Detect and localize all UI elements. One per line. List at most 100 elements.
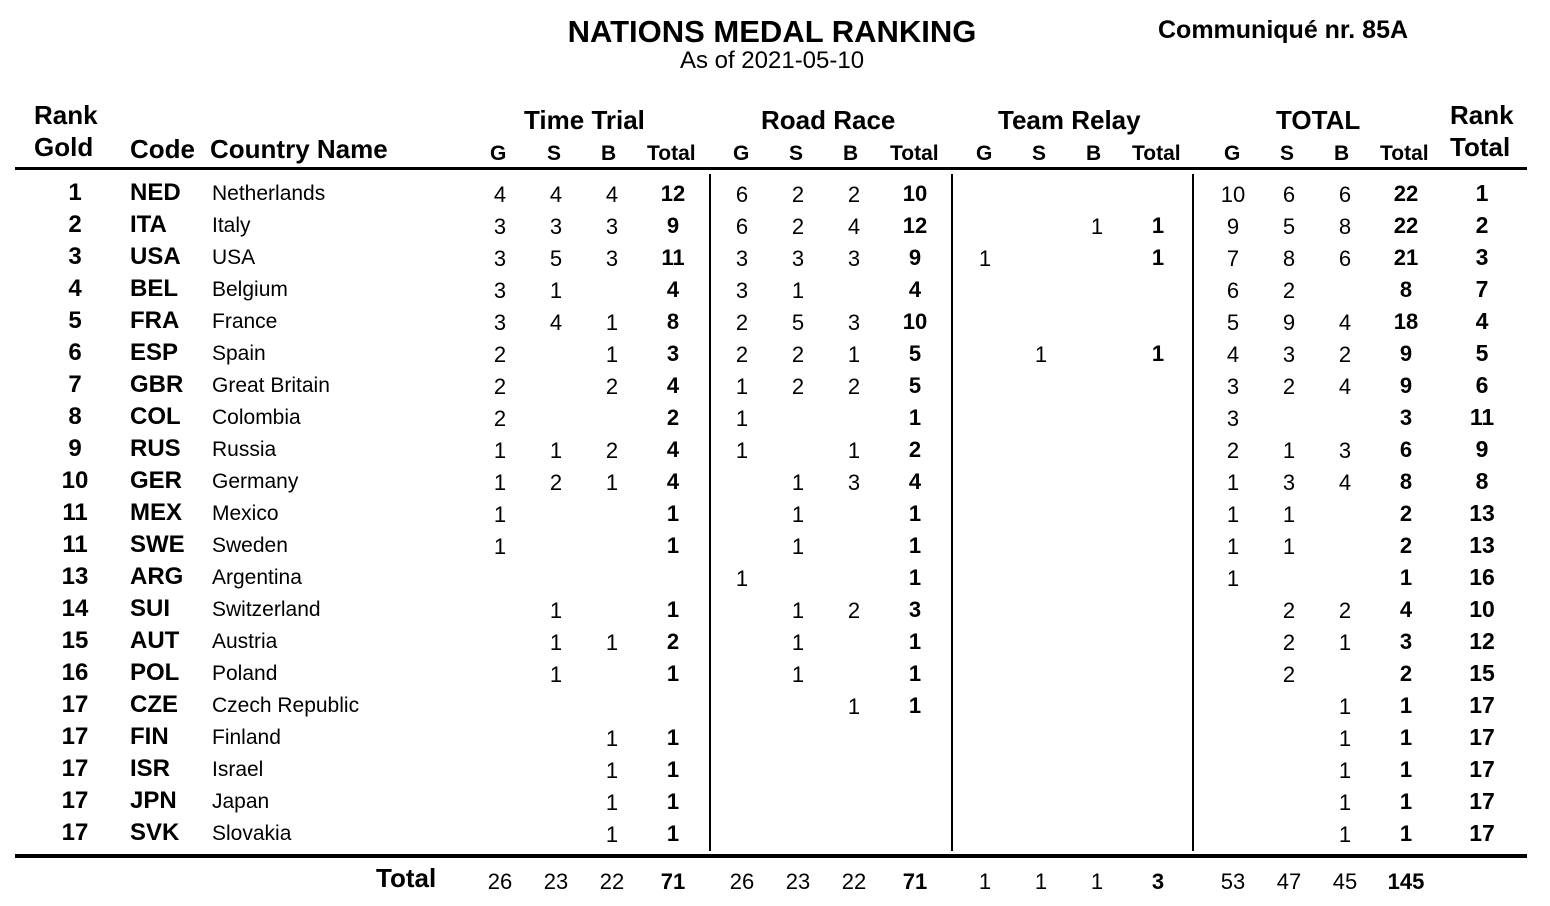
country-code-cell: FRA xyxy=(130,307,180,334)
tt-b-cell xyxy=(592,563,632,595)
rank-gold-cell: 5 xyxy=(68,307,82,334)
rr-total-cell xyxy=(890,722,940,754)
rl-g-cell: 1 xyxy=(978,246,992,271)
rr-total-cell: 5 xyxy=(908,373,922,398)
tt-g-cell: 1 xyxy=(493,502,507,527)
t-b-cell xyxy=(1325,659,1365,691)
t-total-cell: 1 xyxy=(1399,757,1413,782)
rr-total-cell: 1 xyxy=(908,629,922,654)
table-row: 13 ARG Argentina 1 1 1 1 16 xyxy=(0,561,1550,593)
rr-g-cell: 1 xyxy=(735,374,749,399)
tt-b-cell: 4 xyxy=(605,182,619,207)
t-g-cell xyxy=(1213,659,1253,691)
country-code-cell: POL xyxy=(130,659,180,686)
t-s-cell xyxy=(1269,563,1309,595)
country-name-cell: Switzerland xyxy=(212,598,321,621)
rank-total-cell: 1 xyxy=(1475,180,1489,206)
tt-total-cell: 12 xyxy=(660,181,686,206)
rl-total-cell xyxy=(1133,594,1183,626)
t-total-cell: 8 xyxy=(1399,277,1413,302)
rr-g-cell: 3 xyxy=(735,246,749,271)
country-code-cell: ARG xyxy=(130,563,184,590)
rr-s-cell: 2 xyxy=(791,182,805,207)
column-divider-3 xyxy=(1192,174,1194,851)
rr-s-cell xyxy=(778,435,818,467)
tt-total-cell: 1 xyxy=(666,821,680,846)
rank-total-cell: 17 xyxy=(1469,820,1495,846)
rank-total-cell: 8 xyxy=(1475,468,1489,494)
tt-b-cell xyxy=(592,275,632,307)
country-name-cell: Italy xyxy=(212,214,251,237)
tt-total-cell xyxy=(648,562,698,594)
tt-total-cell: 1 xyxy=(666,501,680,526)
t-g-cell: 1 xyxy=(1226,534,1240,559)
rl-total-cell xyxy=(1133,722,1183,754)
rl-b-cell: 1 xyxy=(1090,214,1104,239)
rl-b-cell xyxy=(1077,595,1117,627)
totals-tt-s: 23 xyxy=(543,869,569,894)
rl-s-cell xyxy=(1021,179,1061,211)
t-b-cell: 8 xyxy=(1338,214,1352,239)
rl-s-cell xyxy=(1021,723,1061,755)
rr-g-cell: 6 xyxy=(735,182,749,207)
t-total-cell: 1 xyxy=(1399,725,1413,750)
rank-gold-cell: 17 xyxy=(61,819,89,846)
country-code-cell: BEL xyxy=(130,275,178,302)
rl-g-cell xyxy=(965,467,1005,499)
rr-b-cell: 3 xyxy=(847,470,861,495)
rl-total-cell: 1 xyxy=(1151,341,1165,366)
tt-s-cell: 1 xyxy=(549,598,563,623)
rr-b-cell: 4 xyxy=(847,214,861,239)
t-s-cell: 9 xyxy=(1282,310,1296,335)
tt-s-cell: 1 xyxy=(549,630,563,655)
rank-total-cell: 12 xyxy=(1469,628,1495,654)
tt-s-cell xyxy=(536,531,576,563)
table-row: 16 POL Poland 1 1 1 1 2 2 15 xyxy=(0,657,1550,689)
header-rr-g: G xyxy=(733,142,750,165)
t-b-cell: 3 xyxy=(1338,438,1352,463)
t-g-cell: 7 xyxy=(1226,246,1240,271)
rl-s-cell xyxy=(1021,691,1061,723)
table-row: 14 SUI Switzerland 1 1 1 2 3 2 2 4 10 xyxy=(0,593,1550,625)
t-total-cell: 21 xyxy=(1393,245,1419,270)
rr-g-cell xyxy=(722,691,762,723)
t-g-cell xyxy=(1213,787,1253,819)
tt-s-cell xyxy=(536,499,576,531)
rank-gold-cell: 1 xyxy=(68,179,82,206)
rr-total-cell: 1 xyxy=(908,501,922,526)
t-b-cell xyxy=(1325,403,1365,435)
tt-b-cell: 1 xyxy=(605,822,619,847)
t-total-cell: 6 xyxy=(1399,437,1413,462)
country-code-cell: GBR xyxy=(130,371,184,398)
totals-rl-b: 1 xyxy=(1090,869,1104,894)
rl-total-cell xyxy=(1133,658,1183,690)
country-name-cell: Argentina xyxy=(212,566,302,589)
rl-total-cell xyxy=(1133,626,1183,658)
tt-b-cell: 1 xyxy=(605,726,619,751)
rank-total-cell: 6 xyxy=(1475,372,1489,398)
t-total-cell: 22 xyxy=(1393,213,1419,238)
tt-g-cell: 3 xyxy=(493,310,507,335)
rank-gold-cell: 4 xyxy=(68,275,82,302)
t-s-cell xyxy=(1269,787,1309,819)
country-name-cell: Poland xyxy=(212,662,278,685)
rr-b-cell xyxy=(834,627,874,659)
t-b-cell xyxy=(1325,563,1365,595)
rl-b-cell xyxy=(1077,371,1117,403)
rr-b-cell xyxy=(834,531,874,563)
rr-total-cell: 4 xyxy=(908,469,922,494)
rl-g-cell xyxy=(965,371,1005,403)
tt-b-cell: 1 xyxy=(605,342,619,367)
country-name-cell: Czech Republic xyxy=(212,694,360,717)
t-b-cell: 1 xyxy=(1338,726,1352,751)
rl-s-cell xyxy=(1021,243,1061,275)
rr-b-cell: 3 xyxy=(847,310,861,335)
rank-total-cell: 13 xyxy=(1469,500,1495,526)
t-total-cell: 1 xyxy=(1399,821,1413,846)
rl-total-cell xyxy=(1133,530,1183,562)
page-subtitle: As of 2021-05-10 xyxy=(679,47,865,74)
rl-b-cell xyxy=(1077,819,1117,851)
tt-total-cell: 1 xyxy=(666,725,680,750)
country-name-cell: Austria xyxy=(212,630,278,653)
rl-g-cell xyxy=(965,755,1005,787)
